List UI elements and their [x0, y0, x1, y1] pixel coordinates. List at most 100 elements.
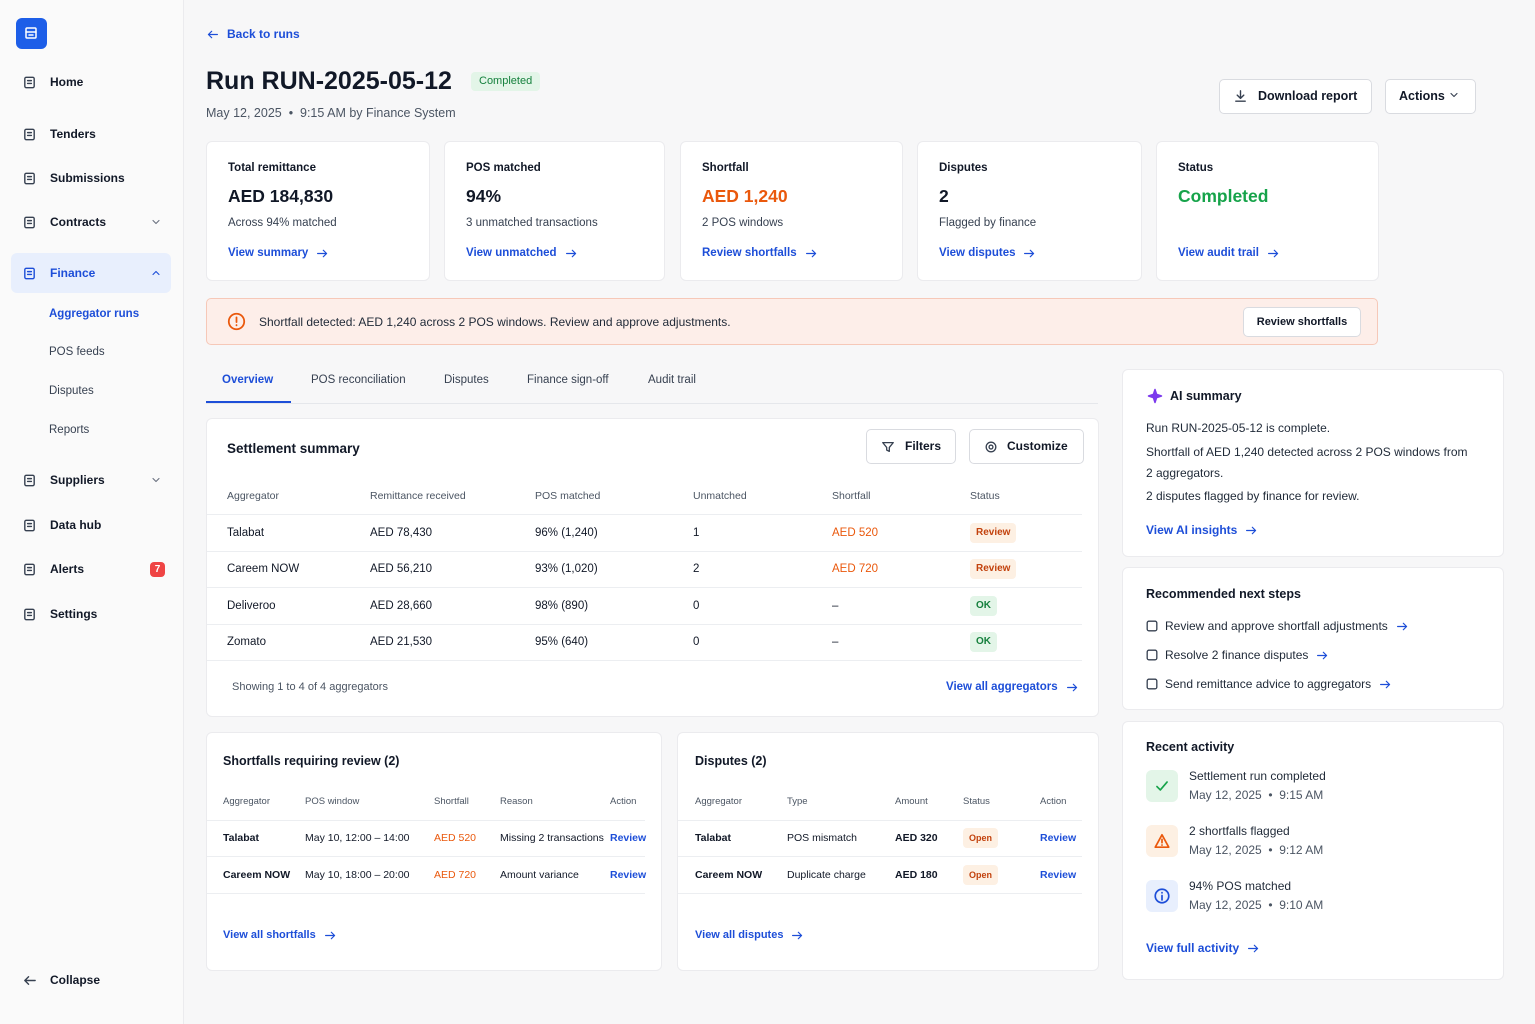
alerts-badge: 7 [150, 562, 165, 577]
card-title: Shortfalls requiring review (2) [223, 754, 400, 768]
actions-button[interactable] [1385, 79, 1476, 114]
table-cell: Talabat [223, 832, 259, 844]
tab[interactable]: Finance sign-off [527, 374, 609, 386]
next-step-item[interactable]: Send remittance advice to aggregators [1165, 677, 1372, 691]
subnav-item[interactable]: Disputes [49, 385, 94, 397]
nav-item[interactable]: Alerts [50, 562, 85, 576]
back-icon [207, 30, 218, 38]
next-step-item[interactable]: Review and approve shortfall adjustments [1165, 619, 1388, 633]
tab[interactable]: Overview [222, 374, 274, 386]
summary-line: Shortfall of AED 1,240 detected across 2… [1146, 445, 1468, 480]
back-link[interactable]: Back to runs [227, 27, 300, 41]
kpi-subtext: 3 unmatched transactions [466, 217, 598, 229]
subnav-item[interactable]: POS feeds [49, 346, 105, 358]
download-label[interactable]: Download report [1258, 89, 1358, 103]
view-all-link[interactable]: View all disputes [695, 929, 784, 941]
kpi-link[interactable]: View unmatched [466, 247, 557, 259]
kpi-link[interactable]: View disputes [939, 247, 1016, 259]
table-cell: 0 [693, 636, 700, 648]
collapse-button[interactable]: Collapse [50, 973, 101, 987]
activity-time: May 12, 2025 • 9:10 AM [1189, 898, 1324, 912]
next-step-item[interactable]: Resolve 2 finance disputes [1165, 648, 1309, 662]
subnav-item[interactable]: Aggregator runs [49, 308, 140, 320]
checkbox-icon [1146, 678, 1158, 690]
table-cell[interactable]: Review [1040, 832, 1077, 844]
table-cell[interactable]: Review [610, 869, 647, 881]
kpi-subtext: 2 POS windows [702, 217, 784, 229]
nav-item[interactable]: Settings [50, 607, 98, 621]
table-cell: POS mismatch [787, 832, 858, 844]
nav-item[interactable]: Contracts [50, 215, 107, 229]
column-header: Unmatched [693, 490, 747, 502]
tab[interactable]: Audit trail [648, 374, 696, 386]
page-title: Run RUN-2025-05-12 [206, 67, 452, 95]
chevron [152, 219, 160, 225]
logo-icon [25, 27, 37, 39]
kpi-link[interactable]: View audit trail [1178, 247, 1259, 259]
kpi-label: Disputes [939, 162, 988, 174]
table-cell: May 10, 12:00 – 14:00 [305, 832, 410, 844]
ai-insights-link[interactable]: View AI insights [1146, 523, 1238, 537]
row-divider [207, 820, 645, 821]
arrow-icon [1317, 651, 1328, 659]
table-cell: Zomato [227, 636, 266, 648]
nav-item[interactable]: Tenders [50, 127, 96, 141]
table-cell: AED 28,660 [370, 600, 433, 612]
nav-item[interactable]: Submissions [50, 171, 125, 185]
table-cell[interactable]: Review [1040, 869, 1077, 881]
kpi-value: AED 184,830 [228, 186, 334, 206]
disputes-card: Disputes (2) Aggregator Type Amount Status Ac… [677, 732, 1099, 971]
kpi-value: Completed [1178, 186, 1269, 206]
alert-text: Shortfall detected: AED 1,240 across 2 P… [259, 315, 731, 329]
row-divider [678, 820, 1082, 821]
nav-icon [24, 519, 35, 531]
card-title: Recent activity [1146, 740, 1235, 754]
activity-icon [1154, 888, 1170, 904]
actions-label[interactable]: Actions [1399, 89, 1445, 103]
column-header: POS matched [535, 490, 601, 502]
subnav-item[interactable]: Reports [49, 424, 90, 436]
next-steps-card: Recommended next steps Review and approve… [1122, 567, 1504, 710]
alert-button[interactable]: Review shortfalls [1243, 307, 1361, 337]
column-header: POS window [305, 796, 360, 807]
tab[interactable]: POS reconciliation [311, 374, 406, 386]
nav-item[interactable]: Home [50, 75, 84, 89]
tab[interactable]: Disputes [444, 374, 489, 386]
nav-item[interactable]: Suppliers [50, 473, 105, 487]
row-divider [678, 856, 1082, 857]
kpi-link[interactable]: View summary [228, 247, 309, 259]
view-all-link[interactable]: View all aggregators [946, 681, 1058, 693]
arrow-icon [1248, 944, 1259, 952]
gear-icon [985, 441, 997, 453]
activity-card: Recent activity Settlement run completed M… [1122, 721, 1504, 980]
kpi-link[interactable]: Review shortfalls [702, 247, 797, 259]
filters-label[interactable]: Filters [905, 439, 942, 453]
table-footer: Showing 1 to 4 of 4 aggregators [232, 681, 388, 693]
download-button[interactable] [1219, 79, 1372, 114]
row-divider [207, 624, 1082, 625]
table-cell: Duplicate charge [787, 869, 866, 881]
filters-button[interactable] [866, 429, 956, 464]
table-cell: 0 [693, 600, 700, 612]
kpi-card: Disputes 2 Flagged by finance View disputes [917, 141, 1142, 281]
customize-label[interactable]: Customize [1007, 439, 1068, 453]
status-badge: Open [963, 828, 999, 848]
arrow-icon [317, 249, 328, 257]
column-header: Action [610, 796, 637, 807]
table-cell: AED 21,530 [370, 636, 433, 648]
nav-icon [24, 563, 35, 575]
warning-icon [227, 312, 246, 330]
column-header: Reason [500, 796, 533, 807]
view-all-link[interactable]: View all shortfalls [223, 929, 316, 941]
nav-icon [24, 608, 35, 620]
summary-line: Run RUN-2025-05-12 is complete. [1146, 421, 1331, 435]
nav-item[interactable]: Data hub [50, 518, 102, 532]
table-cell: Talabat [227, 527, 265, 539]
full-activity-link[interactable]: View full activity [1146, 941, 1240, 955]
kpi-label: Total remittance [228, 162, 316, 174]
table-cell[interactable]: Review [610, 832, 647, 844]
shortfalls-card: Shortfalls requiring review (2) Aggregato… [206, 732, 662, 971]
nav-item[interactable]: Finance [50, 266, 96, 280]
customize-button[interactable] [969, 429, 1084, 464]
arrow-icon [1246, 526, 1257, 534]
